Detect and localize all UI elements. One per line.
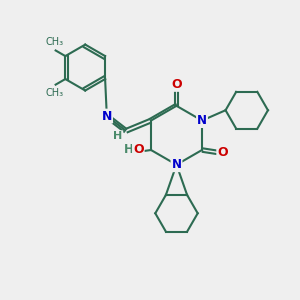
Text: O: O xyxy=(217,146,228,159)
Text: N: N xyxy=(197,114,207,127)
Text: O: O xyxy=(133,142,144,156)
Text: CH₃: CH₃ xyxy=(45,88,63,98)
Text: N: N xyxy=(172,158,182,171)
Text: H: H xyxy=(123,142,133,156)
Text: N: N xyxy=(102,110,112,123)
Text: O: O xyxy=(171,78,182,91)
Text: CH₃: CH₃ xyxy=(45,37,63,47)
Text: H: H xyxy=(113,131,122,141)
